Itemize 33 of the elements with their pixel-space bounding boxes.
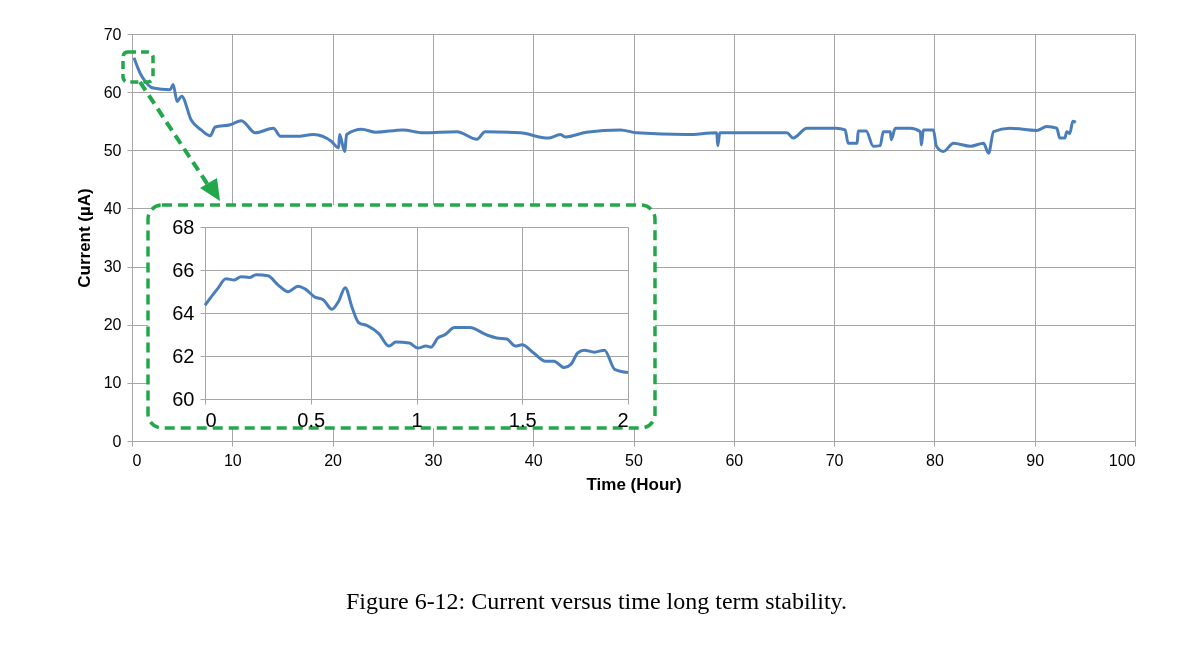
x-tick-label: 60 [725, 451, 744, 469]
x-tick-label: 0 [205, 408, 217, 431]
x-tick-label: 0 [132, 451, 142, 469]
x-axis-title: Time (Hour) [586, 474, 682, 494]
y-axis-title: Current (µA) [74, 188, 94, 288]
caption: Figure 6-12: Current versus time long term stability. [344, 588, 848, 615]
y-tick-label: 60 [172, 387, 195, 410]
x-tick-label: 20 [324, 451, 343, 469]
y-tick-label: 10 [103, 374, 122, 392]
y-tick-label: 66 [172, 258, 195, 281]
y-tick-label: 0 [112, 432, 122, 450]
y-tick-label: 70 [103, 25, 122, 43]
x-tick-label: 0.5 [297, 408, 326, 431]
y-tick-label: 40 [103, 199, 122, 217]
x-tick-label: 50 [625, 451, 643, 469]
y-tick-label: 60 [103, 83, 122, 101]
x-tick-label: 90 [1026, 451, 1045, 469]
y-tick-label: 30 [103, 258, 122, 276]
x-tick-label: 2 [617, 408, 629, 431]
x-tick-label: 30 [424, 451, 443, 469]
y-tick-label: 50 [103, 141, 122, 159]
y-tick-label: 20 [103, 316, 122, 334]
line-series [203, 273, 630, 375]
x-tick-label: 70 [825, 451, 844, 469]
x-tick-label: 10 [223, 451, 242, 469]
x-tick-label: 1.5 [508, 408, 537, 431]
y-tick-label: 68 [172, 215, 195, 238]
x-tick-label: 40 [524, 451, 543, 469]
y-tick-label: 62 [172, 344, 195, 367]
x-tick-label: 1 [411, 408, 423, 431]
y-tick-label: 64 [172, 301, 195, 324]
x-tick-label: 80 [926, 451, 944, 469]
x-tick-label: 100 [1108, 451, 1136, 469]
